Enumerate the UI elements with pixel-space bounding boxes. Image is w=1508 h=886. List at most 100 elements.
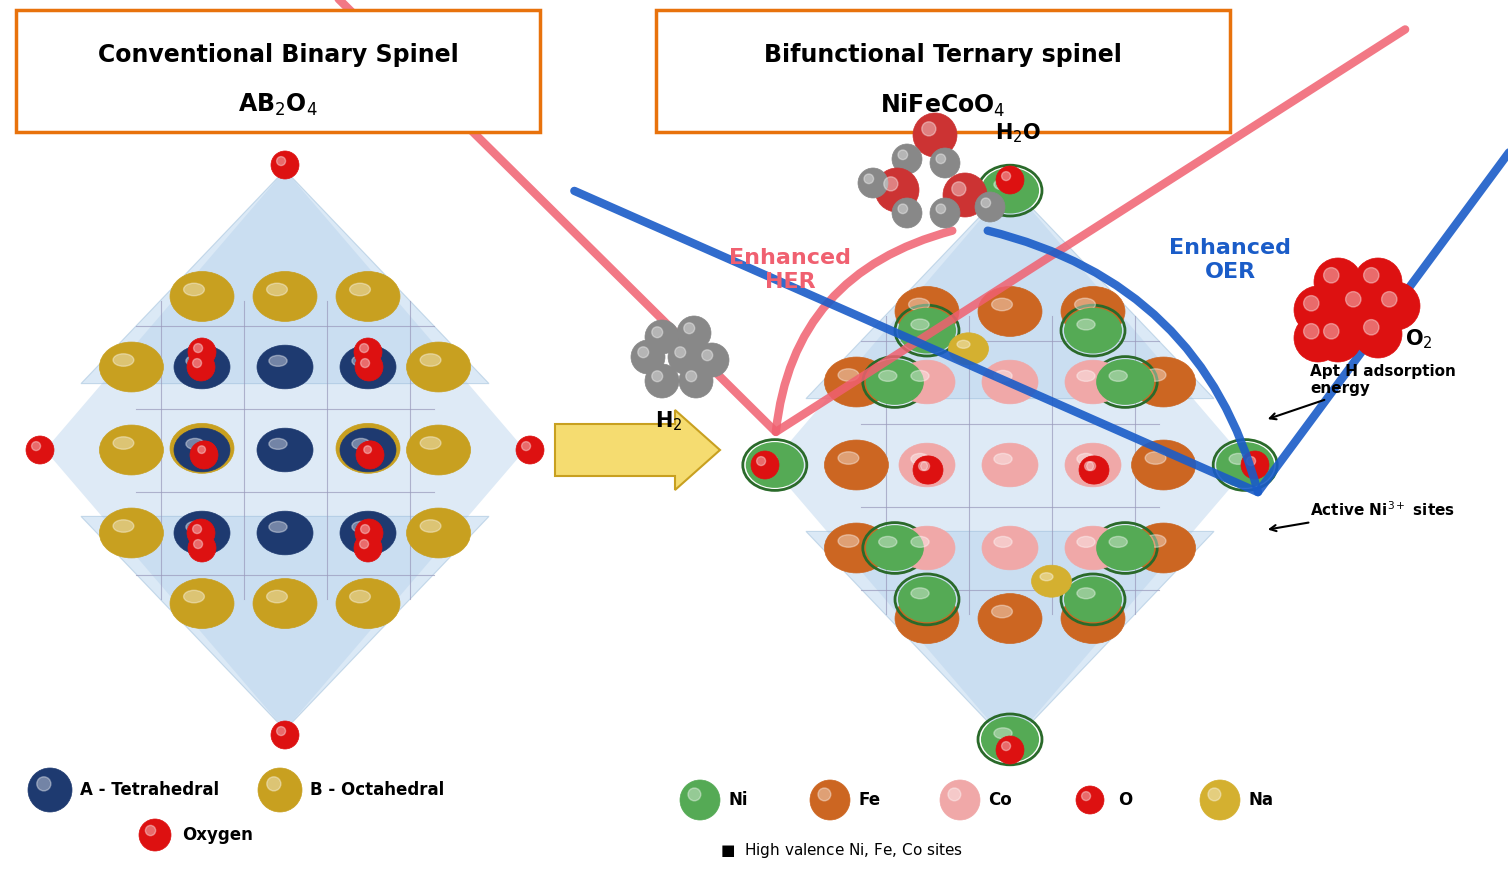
Ellipse shape (268, 439, 287, 449)
Ellipse shape (185, 522, 204, 532)
Circle shape (26, 436, 54, 464)
Circle shape (354, 353, 383, 381)
Circle shape (897, 150, 908, 159)
Circle shape (645, 320, 679, 354)
Ellipse shape (1108, 536, 1128, 548)
Text: Bifunctional Ternary spinel: Bifunctional Ternary spinel (765, 43, 1122, 67)
Circle shape (354, 519, 383, 547)
Ellipse shape (867, 526, 923, 570)
Text: Ni: Ni (728, 791, 748, 809)
Circle shape (688, 788, 701, 801)
Circle shape (939, 780, 980, 820)
Circle shape (921, 121, 936, 136)
Circle shape (751, 451, 780, 479)
Circle shape (912, 113, 958, 157)
Ellipse shape (899, 308, 955, 353)
Circle shape (1381, 291, 1396, 307)
Circle shape (354, 534, 382, 562)
Circle shape (893, 198, 921, 228)
Ellipse shape (173, 428, 231, 472)
Ellipse shape (958, 340, 970, 348)
Circle shape (930, 198, 961, 228)
Circle shape (995, 166, 1024, 194)
Ellipse shape (911, 319, 929, 330)
Ellipse shape (746, 443, 802, 486)
Ellipse shape (949, 333, 989, 365)
Circle shape (187, 353, 216, 381)
Ellipse shape (336, 424, 400, 473)
Ellipse shape (1145, 369, 1166, 381)
Polygon shape (81, 517, 489, 730)
Ellipse shape (253, 579, 317, 628)
FancyArrowPatch shape (244, 0, 1405, 432)
Circle shape (188, 534, 216, 562)
Ellipse shape (982, 361, 1038, 404)
Circle shape (1200, 780, 1240, 820)
Ellipse shape (982, 168, 1038, 213)
Ellipse shape (100, 508, 163, 558)
Circle shape (1081, 791, 1090, 801)
Ellipse shape (339, 428, 397, 472)
Ellipse shape (982, 526, 1038, 570)
Circle shape (187, 519, 216, 547)
Ellipse shape (896, 594, 959, 643)
Text: Enhanced
HER: Enhanced HER (728, 248, 851, 291)
Circle shape (645, 364, 679, 398)
Circle shape (1354, 258, 1402, 306)
Ellipse shape (421, 354, 440, 366)
Ellipse shape (350, 590, 371, 602)
Ellipse shape (1145, 535, 1166, 548)
Ellipse shape (173, 511, 231, 555)
Circle shape (359, 344, 368, 353)
Ellipse shape (994, 536, 1012, 548)
Ellipse shape (184, 435, 205, 447)
Ellipse shape (1075, 605, 1095, 618)
Circle shape (359, 441, 383, 465)
Ellipse shape (339, 346, 397, 389)
Circle shape (936, 204, 946, 214)
Circle shape (193, 344, 202, 353)
Circle shape (1081, 456, 1108, 484)
Circle shape (1080, 456, 1107, 484)
Circle shape (918, 462, 927, 470)
Text: Fe: Fe (858, 791, 881, 809)
Ellipse shape (350, 284, 371, 296)
Ellipse shape (1077, 454, 1095, 464)
Circle shape (668, 340, 703, 374)
Text: Active Ni$^{3+}$ sites: Active Ni$^{3+}$ sites (1270, 501, 1455, 531)
Circle shape (193, 359, 202, 368)
Circle shape (354, 338, 382, 366)
Ellipse shape (994, 727, 1012, 739)
Ellipse shape (1098, 361, 1154, 404)
Circle shape (139, 819, 170, 851)
Ellipse shape (184, 284, 205, 296)
Ellipse shape (825, 440, 888, 490)
Ellipse shape (1217, 443, 1273, 486)
Ellipse shape (992, 299, 1012, 311)
Circle shape (1087, 462, 1095, 470)
Text: H$_2$O: H$_2$O (995, 121, 1041, 144)
Ellipse shape (407, 508, 470, 558)
Circle shape (1345, 291, 1360, 307)
Circle shape (1336, 282, 1384, 330)
Ellipse shape (100, 425, 163, 475)
Ellipse shape (1131, 440, 1196, 490)
Ellipse shape (421, 437, 440, 449)
Circle shape (864, 174, 873, 183)
Ellipse shape (994, 370, 1012, 381)
Circle shape (1241, 451, 1270, 479)
Circle shape (1363, 268, 1378, 283)
Ellipse shape (879, 536, 897, 548)
Circle shape (677, 316, 710, 350)
Ellipse shape (825, 357, 888, 407)
Ellipse shape (909, 605, 929, 618)
Ellipse shape (170, 424, 234, 473)
Circle shape (952, 182, 967, 196)
Circle shape (1077, 786, 1104, 814)
Circle shape (982, 198, 991, 207)
Circle shape (271, 151, 299, 179)
Ellipse shape (825, 523, 888, 573)
Ellipse shape (982, 443, 1038, 486)
Ellipse shape (351, 522, 369, 532)
Text: Enhanced
OER: Enhanced OER (1169, 238, 1291, 282)
